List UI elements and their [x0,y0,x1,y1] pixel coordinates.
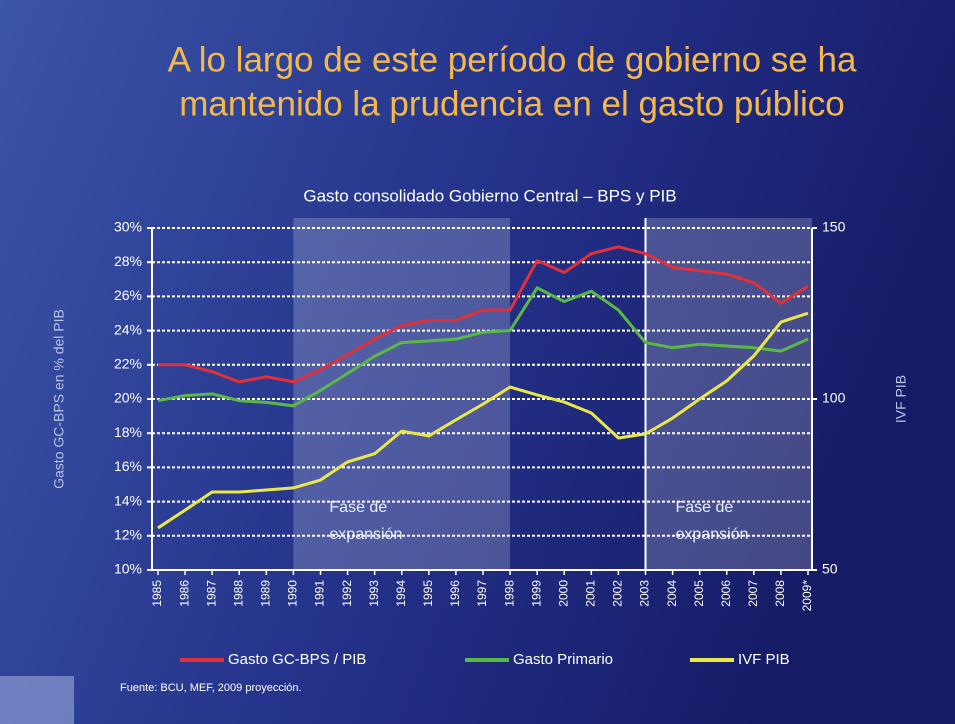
y-tick-label: 30% [114,219,142,235]
source-note: Fuente: BCU, MEF, 2009 proyección. [120,682,302,694]
y-tick-label: 24% [114,321,142,337]
x-tick-label: 1996 [448,580,462,607]
x-tick-label: 1998 [502,580,516,607]
y-tick-label: 22% [114,356,142,372]
span-label: expansión [676,526,749,543]
x-tick-label: 2007 [746,580,760,607]
x-tick-label: 1987 [204,580,218,607]
x-tick-label: 1999 [529,580,543,607]
y-tick-label: 16% [114,458,142,474]
x-tick-label: 2000 [556,580,570,607]
corner-logo [0,676,74,724]
chart-title: Gasto consolidado Gobierno Central – BPS… [303,186,676,205]
legend-label: Gasto Primario [513,651,613,668]
x-tick-label: 1991 [313,580,327,607]
y-tick-label: 10% [114,561,142,577]
y-axis-label: Gasto GC-BPS en % del PIB [51,309,67,489]
x-tick-label: 2003 [638,580,652,607]
slide-title: mantenido la prudencia en el gasto públi… [179,84,844,123]
series-line [158,245,809,384]
x-tick-label: 1990 [286,580,300,607]
x-tick-label: 2005 [692,580,706,607]
y2-tick-label: 150 [822,219,846,235]
expansion-span [293,218,511,570]
y2-tick-label: 50 [822,561,838,577]
span-label: Fase de [676,499,734,516]
y2-tick-label: 100 [822,390,846,406]
series-line [157,286,809,408]
x-tick-label: 1997 [475,580,489,607]
series-line [157,311,809,530]
x-tick-label: 2006 [719,580,733,607]
x-tick-label: 1986 [177,580,191,607]
span-label: Fase de [329,499,387,516]
x-tick-label: 1992 [340,580,354,607]
x-tick-label: 1993 [367,580,381,607]
x-tick-label: 1985 [150,580,164,607]
slide-title: A lo largo de este período de gobierno s… [168,40,857,79]
x-tick-label: 1988 [231,580,245,607]
y2-axis-label: IVF PIB [893,375,909,423]
y-tick-label: 18% [114,424,142,440]
x-tick-label: 2004 [665,580,679,607]
y-tick-label: 20% [114,390,142,406]
x-tick-label: 1994 [394,580,408,607]
x-tick-label: 2009* [800,580,814,612]
x-tick-label: 1989 [259,580,273,607]
expansion-span [645,218,812,570]
span-label: expansión [329,526,402,543]
y-tick-label: 28% [114,253,142,269]
x-tick-label: 1995 [421,580,435,607]
y-tick-label: 26% [114,287,142,303]
x-tick-label: 2002 [611,580,625,607]
legend-label: IVF PIB [738,651,790,668]
y-tick-label: 14% [114,492,142,508]
x-tick-label: 2001 [584,580,598,607]
x-tick-label: 2008 [773,580,787,607]
y-tick-label: 12% [114,527,142,543]
legend-label: Gasto GC-BPS / PIB [228,651,366,668]
